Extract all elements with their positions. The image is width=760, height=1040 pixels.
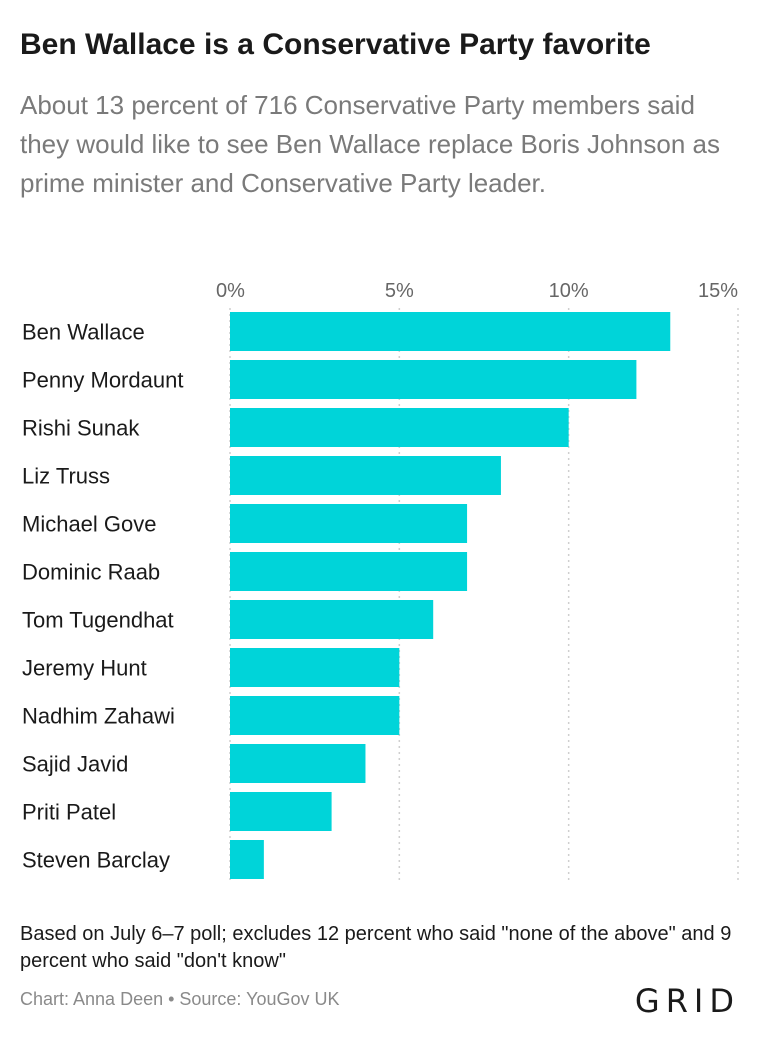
x-tick-label: 5% — [385, 280, 414, 302]
bar — [230, 552, 468, 591]
bar — [230, 744, 366, 783]
bar-chart: 0% 5% 10% 15% Ben Wallace Penny Mordaunt Rish… — [22, 280, 739, 883]
category-label: Priti Patel — [22, 800, 116, 825]
bar — [230, 840, 264, 879]
category-label: Jeremy Hunt — [22, 656, 147, 681]
x-tick-label: 10% — [549, 280, 589, 302]
bar — [230, 792, 332, 831]
category-label: Steven Barclay — [22, 848, 170, 873]
category-labels: Ben Wallace Penny Mordaunt Rishi Sunak Liz … — [22, 320, 183, 873]
bar — [230, 456, 501, 495]
category-label: Ben Wallace — [22, 320, 145, 345]
footnote: Based on July 6–7 poll; excludes 12 perc… — [20, 923, 732, 972]
category-label: Rishi Sunak — [22, 416, 140, 441]
source-credit: Chart: Anna Deen • Source: YouGov UK — [20, 989, 340, 1009]
bar — [230, 648, 400, 687]
chart-title: Ben Wallace is a Conservative Party favo… — [20, 28, 651, 61]
category-label: Dominic Raab — [22, 560, 160, 585]
bar — [230, 696, 400, 735]
x-tick-label: 15% — [698, 280, 738, 302]
bar — [230, 600, 434, 639]
bars — [230, 312, 671, 879]
x-tick-label: 0% — [216, 280, 245, 302]
bar — [230, 504, 468, 543]
grid-logo: GRID — [634, 982, 740, 1020]
category-label: Tom Tugendhat — [22, 608, 174, 633]
category-label: Liz Truss — [22, 464, 110, 489]
chart-subtitle: About 13 percent of 716 Conservative Par… — [20, 90, 720, 198]
x-axis-ticks: 0% 5% 10% 15% — [216, 280, 738, 302]
bar — [230, 312, 671, 351]
category-label: Penny Mordaunt — [22, 368, 183, 393]
category-label: Sajid Javid — [22, 752, 128, 777]
category-label: Michael Gove — [22, 512, 157, 537]
bar — [230, 360, 637, 399]
bar — [230, 408, 569, 447]
category-label: Nadhim Zahawi — [22, 704, 175, 729]
